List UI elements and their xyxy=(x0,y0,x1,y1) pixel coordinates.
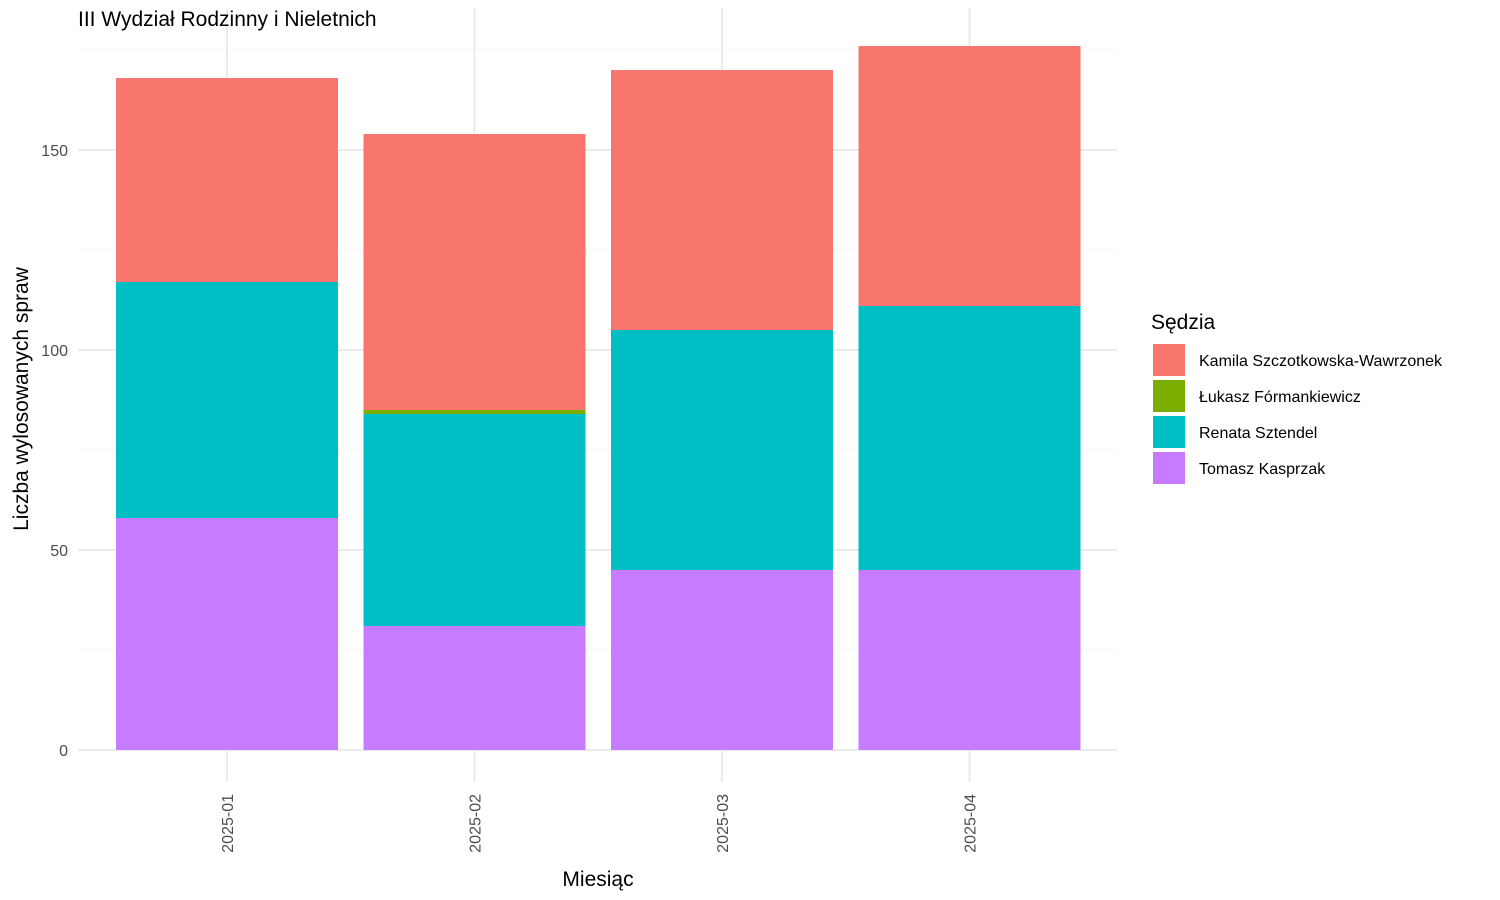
legend-items: Kamila Szczotkowska-Wawrzonek Łukasz Fórm… xyxy=(1153,344,1443,484)
bar-segment xyxy=(858,306,1081,570)
y-tick-label: 150 xyxy=(41,143,68,160)
bar-segment xyxy=(116,78,338,282)
bar-segment xyxy=(116,282,338,518)
x-tick-label: 2025-01 xyxy=(220,794,237,853)
x-tick-label: 2025-04 xyxy=(963,794,980,853)
bar-segment xyxy=(858,570,1081,750)
legend-label: Kamila Szczotkowska-Wawrzonek xyxy=(1199,353,1443,370)
bar-segment xyxy=(611,570,833,750)
bar-segment xyxy=(116,518,338,750)
legend-swatch xyxy=(1153,344,1185,376)
bar-segment xyxy=(611,70,833,330)
x-axis-tick-labels: 2025-01 2025-02 2025-03 2025-04 xyxy=(220,794,980,853)
bar-segment xyxy=(363,410,586,414)
x-tick-label: 2025-03 xyxy=(715,794,732,853)
legend-title: Sędzia xyxy=(1151,311,1216,334)
legend-item: Tomasz Kasprzak xyxy=(1153,452,1326,484)
y-axis-title: Liczba wylosowanych spraw xyxy=(10,266,33,531)
legend-swatch xyxy=(1153,416,1185,448)
legend-swatch xyxy=(1153,380,1185,412)
y-axis-tick-labels: 0 50 100 150 xyxy=(41,143,68,760)
legend-item: Kamila Szczotkowska-Wawrzonek xyxy=(1153,344,1443,376)
bar-segment xyxy=(858,46,1081,306)
legend-item: Łukasz Fórmankiewicz xyxy=(1153,380,1361,412)
bar-segment xyxy=(363,134,586,410)
legend-label: Renata Sztendel xyxy=(1199,425,1317,442)
bars xyxy=(116,46,1081,750)
y-tick-label: 100 xyxy=(41,343,68,360)
x-tick-label: 2025-02 xyxy=(468,794,485,853)
bar-segment xyxy=(363,414,586,626)
bar-segment xyxy=(611,330,833,570)
legend: Sędzia Kamila Szczotkowska-Wawrzonek Łuka… xyxy=(1151,311,1443,484)
bar-segment xyxy=(363,626,586,750)
x-axis-title: Miesiąc xyxy=(562,868,633,891)
legend-item: Renata Sztendel xyxy=(1153,416,1317,448)
legend-swatch xyxy=(1153,452,1185,484)
chart-title: III Wydział Rodzinny i Nieletnich xyxy=(78,8,377,31)
legend-label: Tomasz Kasprzak xyxy=(1199,461,1326,478)
y-tick-label: 50 xyxy=(50,543,68,560)
y-tick-label: 0 xyxy=(59,743,68,760)
legend-label: Łukasz Fórmankiewicz xyxy=(1199,389,1361,406)
